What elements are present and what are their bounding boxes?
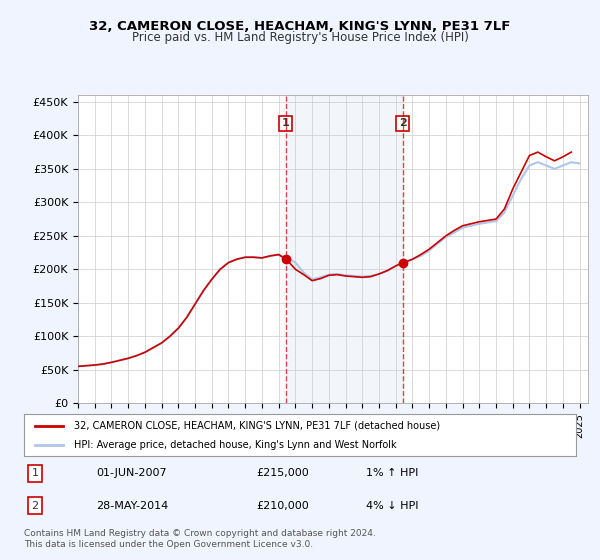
Text: 1: 1 — [32, 468, 38, 478]
Bar — [286, 95, 403, 403]
Text: 32, CAMERON CLOSE, HEACHAM, KING'S LYNN, PE31 7LF (detached house): 32, CAMERON CLOSE, HEACHAM, KING'S LYNN,… — [74, 421, 440, 431]
Text: £210,000: £210,000 — [256, 501, 308, 511]
Text: Price paid vs. HM Land Registry's House Price Index (HPI): Price paid vs. HM Land Registry's House … — [131, 31, 469, 44]
Text: 1: 1 — [282, 118, 290, 128]
Text: 2: 2 — [398, 118, 406, 128]
Text: Contains HM Land Registry data © Crown copyright and database right 2024.
This d: Contains HM Land Registry data © Crown c… — [24, 529, 376, 549]
Text: HPI: Average price, detached house, King's Lynn and West Norfolk: HPI: Average price, detached house, King… — [74, 440, 397, 450]
Text: 2: 2 — [31, 501, 38, 511]
Text: 1% ↑ HPI: 1% ↑ HPI — [366, 468, 419, 478]
Text: 28-MAY-2014: 28-MAY-2014 — [96, 501, 168, 511]
Text: £215,000: £215,000 — [256, 468, 308, 478]
Text: 4% ↓ HPI: 4% ↓ HPI — [366, 501, 419, 511]
Text: 32, CAMERON CLOSE, HEACHAM, KING'S LYNN, PE31 7LF: 32, CAMERON CLOSE, HEACHAM, KING'S LYNN,… — [89, 20, 511, 32]
Text: 01-JUN-2007: 01-JUN-2007 — [96, 468, 166, 478]
